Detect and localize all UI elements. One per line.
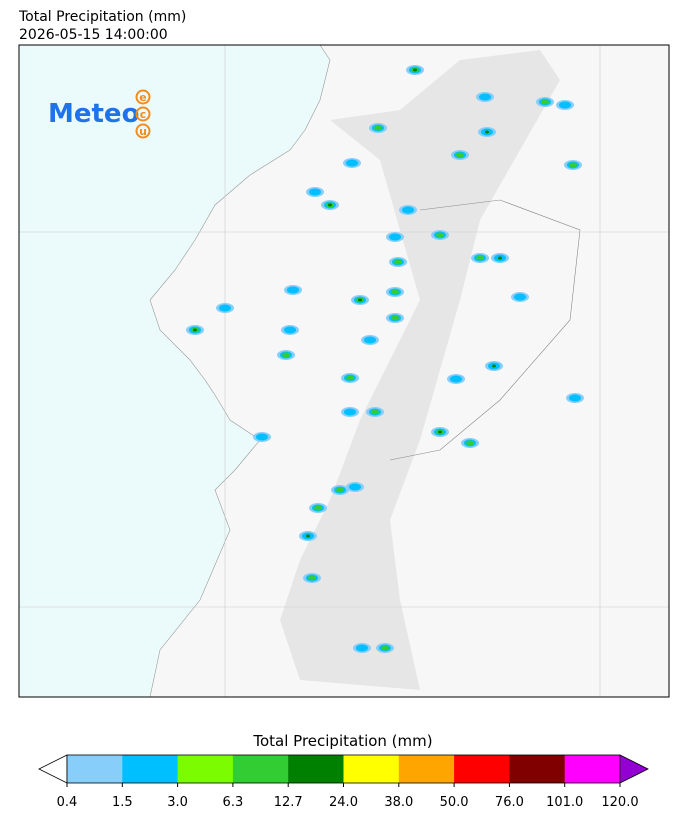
tick-label: 1.5	[112, 795, 133, 810]
color-segment	[454, 755, 510, 783]
color-segment	[398, 755, 455, 783]
rain-area	[456, 152, 464, 158]
colorbar: 0.4 1.5 3.0 6.3 12.7 24.0 38.0 50.0 76.0 101.0 120…	[38, 754, 649, 810]
rain-area	[498, 256, 502, 260]
rain-area	[514, 293, 526, 301]
logo-circle	[135, 123, 151, 139]
tick-label: 101.0	[546, 795, 583, 810]
rain-area	[219, 304, 231, 312]
colorbar-label: Total Precipitation (mm)	[252, 732, 432, 750]
rain-area	[391, 315, 399, 321]
rain-area	[450, 375, 462, 383]
border	[389, 199, 581, 461]
tick-label: 0.4	[57, 795, 78, 810]
rain-area	[256, 433, 268, 441]
rain-area	[346, 375, 354, 381]
color-segment	[232, 755, 289, 783]
rain-area	[476, 255, 484, 261]
logo-circle	[135, 106, 151, 122]
rain-area	[391, 289, 399, 295]
timestamp: 2026-05-15 14:00:00	[19, 27, 168, 43]
rain-area	[349, 483, 361, 491]
logo-letter: c	[140, 108, 147, 121]
rain-area	[336, 487, 344, 493]
rain-area	[193, 328, 197, 332]
rain-area	[344, 408, 356, 416]
rain-area	[381, 645, 389, 651]
rain-area	[374, 125, 382, 131]
map: Meteo ecu	[18, 44, 670, 698]
rain-area	[364, 336, 376, 344]
rain-area	[479, 93, 491, 101]
logo-circle	[135, 89, 151, 105]
rain-area	[413, 68, 417, 72]
rain-area	[438, 430, 442, 434]
logo: Meteo ecu	[48, 89, 151, 139]
color-segment	[509, 755, 566, 783]
title: Total Precipitation (mm)	[18, 9, 186, 25]
colorbar-under	[38, 754, 68, 784]
rain-area	[309, 188, 321, 196]
precipitation	[186, 65, 584, 653]
tick-label: 6.3	[223, 795, 244, 810]
tick-label: 38.0	[384, 795, 413, 810]
rain-area	[569, 162, 577, 168]
rain-area	[356, 644, 368, 652]
tick-label: 24.0	[329, 795, 358, 810]
rain-area	[541, 99, 549, 105]
rain-area	[314, 505, 322, 511]
color-segment	[343, 755, 400, 783]
tick-label: 76.0	[495, 795, 524, 810]
tick-label: 12.7	[274, 795, 303, 810]
rain-area	[492, 364, 496, 368]
rain-area	[371, 409, 379, 415]
rain-area	[346, 159, 358, 167]
logo-letter: e	[139, 91, 146, 104]
tick-label: 3.0	[167, 795, 188, 810]
rain-area	[306, 534, 310, 538]
mountains	[280, 50, 560, 690]
rain-area	[284, 326, 296, 334]
tick-label: 120.0	[601, 795, 638, 810]
colorbar-over	[619, 754, 649, 784]
rain-area	[328, 203, 332, 207]
rain-area	[466, 440, 474, 446]
color-segment	[288, 755, 344, 783]
rain-area	[287, 286, 299, 294]
color-segment	[67, 755, 123, 783]
logo-letter: u	[139, 125, 147, 138]
rain-area	[394, 259, 402, 265]
grid	[19, 45, 669, 697]
rain-area	[569, 394, 581, 402]
map-frame	[18, 44, 670, 698]
rain-area	[559, 101, 571, 109]
rain-area	[358, 298, 362, 302]
logo-text: Meteo	[48, 99, 139, 129]
rain-area	[282, 352, 290, 358]
rain-area	[485, 130, 489, 134]
rain-area	[436, 232, 444, 238]
color-segment	[177, 755, 234, 783]
rain-area	[402, 206, 414, 214]
color-segment	[564, 755, 621, 783]
color-segment	[122, 755, 179, 783]
tick-label: 50.0	[440, 795, 469, 810]
rain-area	[389, 233, 401, 241]
rain-area	[308, 575, 316, 581]
